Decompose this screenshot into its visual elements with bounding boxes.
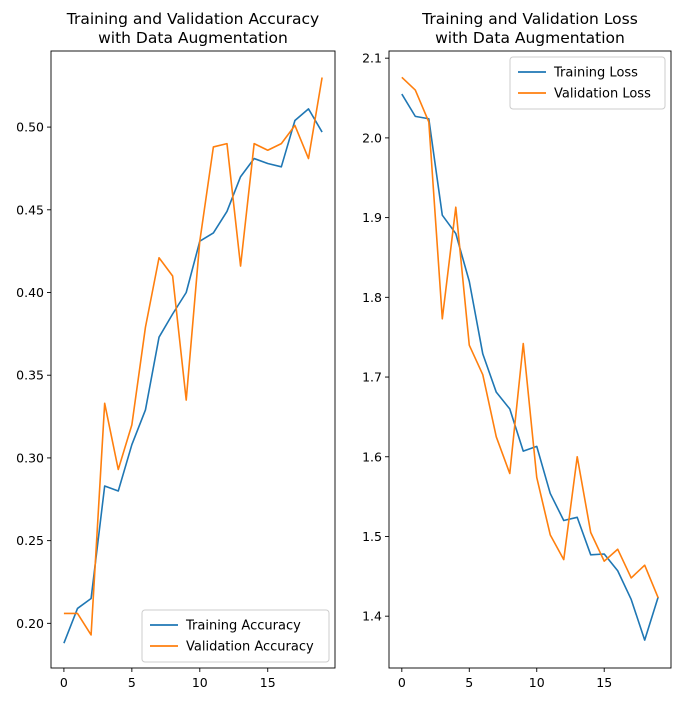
loss-y-tick-label: 1.5 <box>362 529 382 544</box>
accuracy-y-tick-label: 0.20 <box>16 616 44 631</box>
accuracy-plot-area: 0 5 10 15 0.20 0.25 0.30 0.35 0.40 0.45 0.50 <box>16 50 336 690</box>
loss-y-tick-label: 1.8 <box>362 290 382 305</box>
loss-x-tick-label: 0 <box>398 675 406 690</box>
loss-legend-label: Training Loss <box>553 66 638 81</box>
loss-y-tick-label: 1.4 <box>362 609 382 624</box>
loss-title-line: with Data Augmentation <box>435 29 625 47</box>
accuracy-x-tick-label: 5 <box>128 675 136 690</box>
accuracy-series-line-validation <box>63 77 323 636</box>
accuracy-x-tick-label: 15 <box>260 675 276 690</box>
accuracy-axes-frame <box>50 50 336 669</box>
loss-legend-box <box>509 56 666 110</box>
loss-x-tick-label: 10 <box>529 675 545 690</box>
loss-legend: Training Loss Validation Loss <box>509 56 666 110</box>
loss-x-tick-label: 5 <box>465 675 473 690</box>
loss-title-line: Training and Validation Loss <box>421 10 638 28</box>
accuracy-y-tick-label: 0.40 <box>16 285 44 300</box>
accuracy-series-line-training <box>63 108 323 644</box>
loss-y-tick-label: 1.9 <box>362 210 382 225</box>
accuracy-plot: Training and Validation Accuracy with Dat… <box>16 10 336 690</box>
loss-y-tick-label: 2.1 <box>362 51 382 66</box>
loss-y-tick-label: 2.0 <box>362 130 382 145</box>
loss-plot-area: 0 5 10 15 1.4 1.5 1.6 1.7 1.8 1.9 2.0 2.1 <box>362 50 672 690</box>
accuracy-x-tick-label: 10 <box>192 675 208 690</box>
accuracy-legend: Training Accuracy Validation Accuracy <box>141 609 330 663</box>
accuracy-y-tick-label: 0.30 <box>16 450 44 465</box>
accuracy-y-tick-label: 0.35 <box>16 368 44 383</box>
loss-plot: Training and Validation Loss with Data Au… <box>362 10 672 690</box>
loss-legend-label: Validation Loss <box>554 87 651 102</box>
accuracy-title-line: Training and Validation Accuracy <box>66 10 319 28</box>
loss-y-tick-label: 1.6 <box>362 449 382 464</box>
loss-series-line-training <box>401 93 659 641</box>
loss-x-tick-label: 15 <box>596 675 612 690</box>
loss-title: Training and Validation Loss with Data Au… <box>421 10 638 47</box>
accuracy-legend-box <box>141 609 330 663</box>
accuracy-legend-label: Validation Accuracy <box>186 640 314 655</box>
accuracy-x-tick-label: 0 <box>60 675 68 690</box>
accuracy-y-tick-label: 0.25 <box>16 533 44 548</box>
accuracy-title: Training and Validation Accuracy with Dat… <box>66 10 319 47</box>
accuracy-y-tick-label: 0.50 <box>16 120 44 135</box>
accuracy-title-line: with Data Augmentation <box>98 29 288 47</box>
accuracy-y-tick-label: 0.45 <box>16 202 44 217</box>
accuracy-legend-label: Training Accuracy <box>185 619 301 634</box>
loss-y-tick-label: 1.7 <box>362 370 382 385</box>
loss-axes-frame <box>388 50 672 669</box>
loss-series-line-validation <box>401 76 659 599</box>
